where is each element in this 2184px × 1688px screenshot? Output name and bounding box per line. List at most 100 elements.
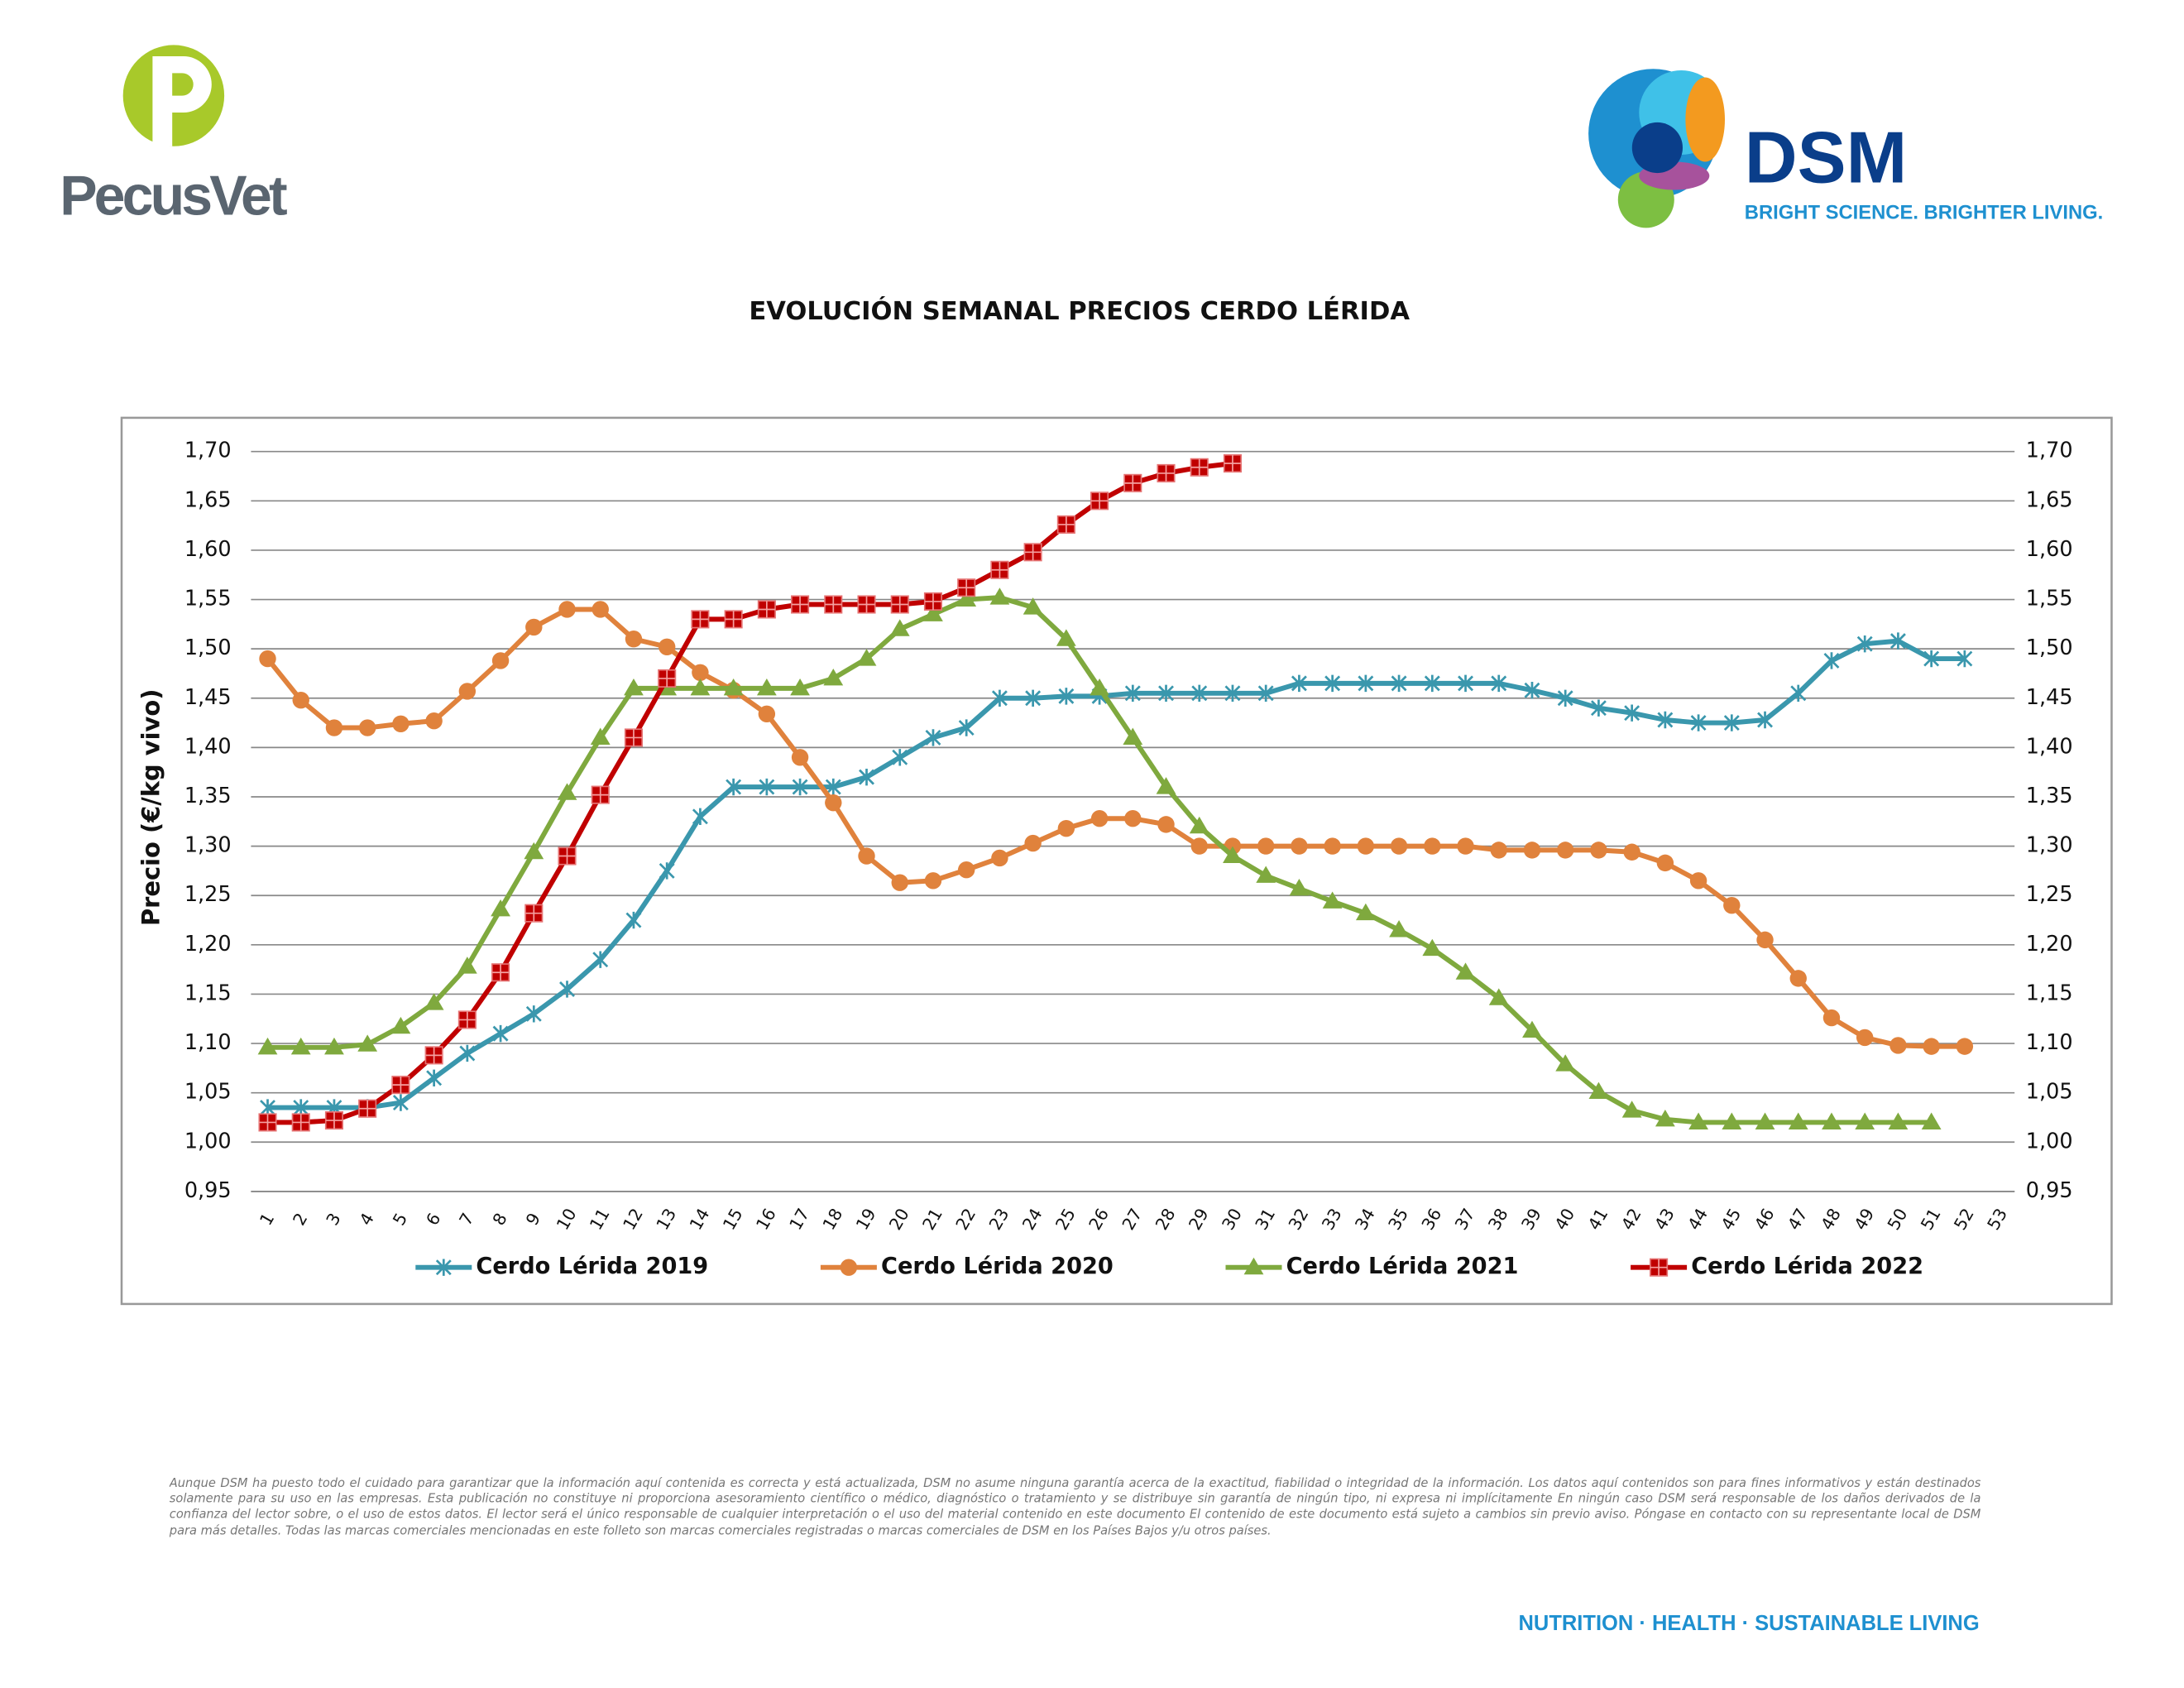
- marker: [1856, 1029, 1874, 1047]
- marker: [358, 1099, 377, 1118]
- marker: [991, 689, 1008, 707]
- marker: [726, 778, 742, 796]
- marker: [1223, 453, 1243, 473]
- x-tick-label: 7: [455, 1210, 477, 1229]
- chart-frame: [120, 416, 2113, 1306]
- marker: [1124, 810, 1142, 827]
- marker: [325, 719, 343, 736]
- marker: [591, 785, 610, 804]
- marker: [1722, 1112, 1742, 1129]
- x-tick-label: 49: [1850, 1205, 1878, 1233]
- marker-cross: [891, 596, 908, 613]
- x-tick-label: 41: [1584, 1205, 1612, 1233]
- marker: [856, 649, 877, 666]
- pecusvet-text: PecusVet: [60, 164, 287, 227]
- x-tick-label: 14: [686, 1205, 714, 1233]
- marker: [958, 719, 975, 736]
- marker: [923, 592, 943, 611]
- marker: [1921, 1112, 1942, 1129]
- marker: [1956, 650, 1973, 668]
- marker: [1655, 1109, 1675, 1127]
- marker: [756, 678, 777, 696]
- marker: [524, 842, 544, 860]
- x-tick-label: 27: [1118, 1205, 1147, 1233]
- dsm-logo: DSM BRIGHT SCIENCE. BRIGHTER LIVING.: [1588, 69, 2103, 228]
- marker: [791, 595, 810, 614]
- series-line: [267, 638, 1965, 1110]
- x-tick-label: 25: [1051, 1205, 1080, 1233]
- x-tick-label: 35: [1384, 1205, 1412, 1233]
- marker-cross: [825, 596, 842, 613]
- y2-tick-label: 1,60: [2026, 537, 2073, 562]
- marker: [1424, 674, 1440, 693]
- x-tick-label: 31: [1251, 1205, 1279, 1233]
- marker: [291, 1113, 310, 1132]
- marker: [524, 904, 544, 923]
- marker: [692, 664, 709, 681]
- marker-cross: [292, 1114, 309, 1131]
- x-tick-label: 50: [1884, 1205, 1912, 1233]
- legend-label: Cerdo Lérida 2020: [881, 1254, 1114, 1279]
- marker: [491, 652, 510, 669]
- marker: [392, 715, 410, 732]
- marker: [759, 778, 775, 796]
- marker: [1556, 842, 1574, 859]
- x-tick-label: 30: [1218, 1205, 1246, 1233]
- marker: [1788, 1112, 1808, 1129]
- marker: [1923, 650, 1940, 668]
- y-tick-label: 1,25: [184, 882, 232, 907]
- marker: [1124, 684, 1141, 703]
- marker: [1291, 674, 1307, 693]
- marker: [557, 783, 577, 800]
- y-tick-label: 1,40: [184, 734, 232, 759]
- marker: [1923, 1038, 1940, 1055]
- marker: [324, 1111, 344, 1130]
- y-tick-label: 1,45: [184, 685, 232, 710]
- y-axis-title: Precio (€/kg vivo): [136, 689, 165, 926]
- y-tick-label: 1,10: [184, 1030, 232, 1055]
- marker: [625, 911, 642, 929]
- marker: [923, 604, 943, 621]
- y2-tick-label: 1,05: [2026, 1080, 2073, 1105]
- y-tick-label: 1,15: [184, 981, 232, 1005]
- marker: [692, 808, 708, 826]
- marker: [1224, 684, 1241, 703]
- marker: [293, 1099, 309, 1116]
- marker: [1291, 837, 1308, 855]
- marker: [691, 610, 710, 629]
- marker: [1158, 684, 1174, 703]
- x-tick-label: 32: [1285, 1205, 1313, 1233]
- marker: [1455, 962, 1476, 980]
- marker-cross: [425, 1047, 443, 1064]
- marker: [290, 1037, 311, 1055]
- x-tick-label: 4: [356, 1210, 378, 1229]
- marker-cross: [924, 592, 942, 611]
- marker: [889, 619, 910, 636]
- marker-cross: [1190, 458, 1208, 476]
- marker: [426, 1069, 443, 1086]
- marker: [558, 846, 577, 866]
- marker: [1624, 704, 1640, 722]
- marker: [1822, 1112, 1842, 1129]
- marker: [1757, 711, 1773, 729]
- chart-title: EVOLUCIÓN SEMANAL PRECIOS CERDO LÉRIDA: [749, 295, 1410, 326]
- marker: [1358, 674, 1374, 693]
- marker-cross: [1650, 1259, 1668, 1276]
- marker-cross: [625, 729, 643, 746]
- marker: [1956, 1038, 1974, 1055]
- marker-cross: [758, 601, 776, 618]
- marker: [458, 683, 477, 700]
- marker-cross: [957, 579, 975, 597]
- marker: [1289, 878, 1310, 896]
- marker: [890, 595, 909, 614]
- marker: [1357, 837, 1375, 855]
- marker: [357, 1034, 378, 1052]
- marker: [891, 874, 908, 891]
- x-tick-label: 9: [522, 1210, 544, 1229]
- marker: [1755, 1112, 1775, 1129]
- marker: [1156, 777, 1176, 794]
- marker: [459, 1044, 476, 1062]
- marker: [1023, 597, 1043, 615]
- marker: [1723, 714, 1740, 731]
